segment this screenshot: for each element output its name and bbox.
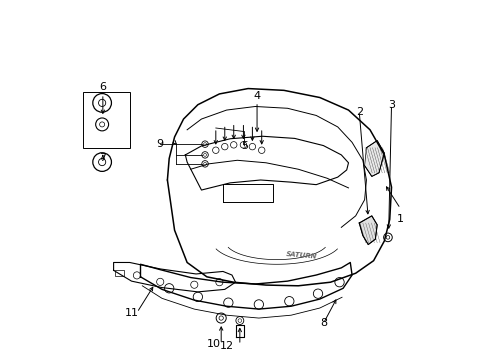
Text: 6: 6 (99, 82, 106, 93)
Text: 1: 1 (396, 215, 403, 224)
Bar (115, 270, 123, 276)
Text: 8: 8 (319, 319, 326, 328)
Text: 9: 9 (156, 139, 163, 149)
Text: 11: 11 (124, 309, 138, 318)
Polygon shape (359, 216, 376, 244)
Text: 10: 10 (206, 339, 221, 349)
Text: 7: 7 (99, 153, 106, 163)
Text: 2: 2 (355, 107, 362, 117)
Text: 5: 5 (241, 141, 247, 151)
Polygon shape (364, 140, 384, 176)
Text: 3: 3 (387, 100, 394, 110)
Text: 4: 4 (253, 91, 260, 101)
Text: 12: 12 (219, 341, 233, 351)
Text: SATURN: SATURN (285, 251, 317, 260)
